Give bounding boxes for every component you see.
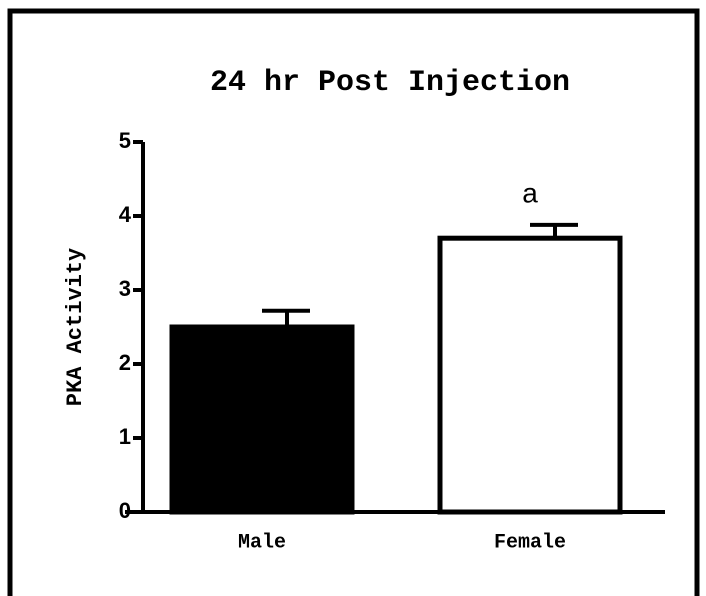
y-tick-label: 0: [119, 498, 131, 523]
y-tick-label: 2: [119, 350, 131, 375]
x-tick-label: Female: [494, 531, 566, 554]
x-tick-label: Male: [238, 531, 286, 554]
bar: [437, 235, 623, 515]
y-tick-label: 5: [119, 128, 131, 153]
y-tick-label: 1: [119, 424, 131, 449]
annotation: a: [522, 177, 538, 208]
bar: [169, 324, 355, 515]
y-tick-label: 4: [119, 202, 132, 227]
y-axis-label: PKA Activity: [63, 248, 88, 406]
y-tick-label: 3: [119, 276, 131, 301]
frame: [7, 8, 700, 596]
chart-title: 24 hr Post Injection: [210, 66, 570, 100]
